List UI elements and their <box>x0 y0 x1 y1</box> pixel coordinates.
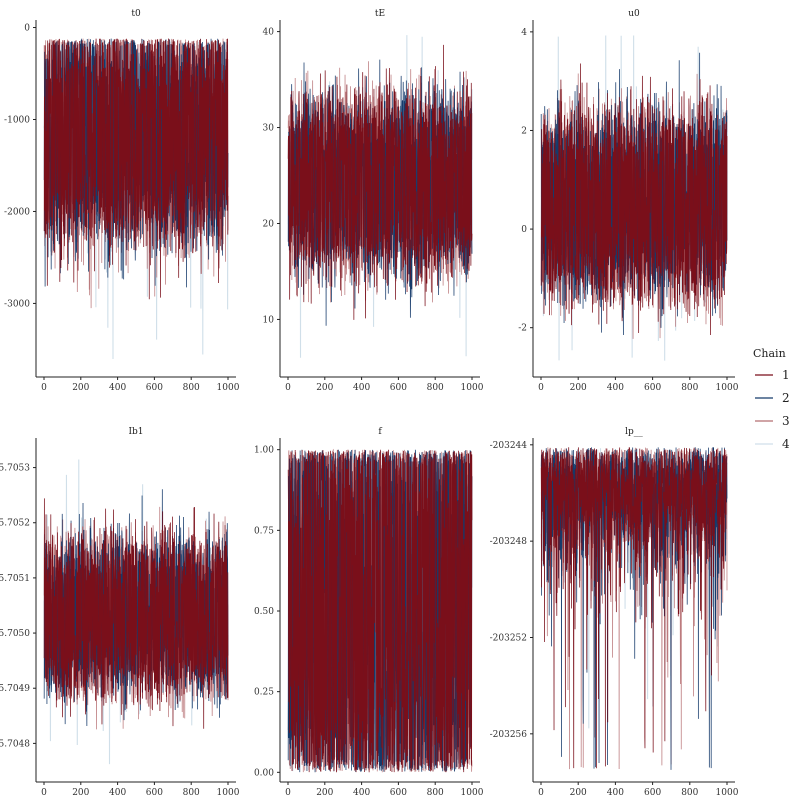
x-tick-label: 400 <box>607 788 624 798</box>
y-tick-label: -2 <box>518 324 527 334</box>
y-tick-label: 10 <box>263 315 275 325</box>
y-tick-label: -203244 <box>490 441 528 451</box>
legend-item-chain-4: 4 <box>755 437 790 451</box>
panel-1: tE 0 200 400 600 800 1000 10 20 30 40 <box>263 9 484 393</box>
x-tick-label: 1000 <box>716 383 739 393</box>
legend: Chain 1 2 3 4 <box>753 347 790 451</box>
x-tick-label: 200 <box>316 383 333 393</box>
legend-items: 1 2 3 4 <box>755 368 790 451</box>
y-tick-label: 15.7049 <box>0 684 30 694</box>
x-tick-label: 0 <box>285 383 291 393</box>
legend-item-chain-1: 1 <box>755 368 790 382</box>
x-tick-label: 800 <box>183 383 200 393</box>
legend-label: 4 <box>782 437 790 451</box>
x-tick-label: 200 <box>316 788 333 798</box>
panel-title: tE <box>375 9 385 19</box>
x-tick-label: 600 <box>644 788 661 798</box>
x-tick-label: 1000 <box>461 788 484 798</box>
panel-2: u0 0 200 400 600 800 1000 -2 0 2 4 <box>518 9 739 393</box>
panel-title: lp__ <box>625 427 643 437</box>
trace-chain-1 <box>540 63 728 336</box>
trace-chain-1 <box>43 38 229 300</box>
y-tick-label: -203252 <box>490 633 527 643</box>
y-tick-label: 0.50 <box>254 607 274 617</box>
x-tick-label: 800 <box>427 383 444 393</box>
x-tick-label: 200 <box>72 383 89 393</box>
x-tick-label: 800 <box>427 788 444 798</box>
x-tick-label: 1000 <box>217 788 240 798</box>
legend-item-chain-2: 2 <box>755 391 790 405</box>
x-tick-label: 0 <box>538 788 544 798</box>
x-tick-label: 0 <box>285 788 291 798</box>
legend-label: 2 <box>782 391 790 405</box>
x-tick-label: 600 <box>146 788 163 798</box>
x-tick-label: 800 <box>183 788 200 798</box>
y-tick-label: 30 <box>263 124 275 134</box>
y-tick-label: -1000 <box>4 115 30 125</box>
x-tick-label: 0 <box>41 383 47 393</box>
y-tick-label: 1.00 <box>254 446 274 456</box>
x-tick-label: 200 <box>570 383 587 393</box>
trace-chain-1 <box>287 449 473 773</box>
y-tick-label: 4 <box>521 28 527 38</box>
x-tick-label: 200 <box>72 788 89 798</box>
trace-chain-1 <box>43 498 229 729</box>
panel-4: f 0 200 400 600 800 1000 0.00 0.25 0.50 0.75 1.00 <box>254 427 484 798</box>
x-tick-label: 600 <box>146 383 163 393</box>
x-tick-label: 400 <box>353 383 370 393</box>
panel-title: u0 <box>628 9 640 19</box>
y-tick-label: -203256 <box>490 730 528 740</box>
panel-title: Ib1 <box>128 427 143 437</box>
panel-title: f <box>378 427 382 437</box>
panel-3: Ib1 0 200 400 600 800 1000 15.7048 15.7049 15.705… <box>0 427 240 798</box>
x-tick-label: 800 <box>681 383 698 393</box>
x-tick-label: 400 <box>353 788 370 798</box>
x-tick-label: 400 <box>109 788 126 798</box>
x-tick-label: 600 <box>390 788 407 798</box>
y-tick-label: 0 <box>24 24 30 34</box>
legend-label: 1 <box>782 368 790 382</box>
x-tick-label: 1000 <box>716 788 739 798</box>
legend-item-chain-3: 3 <box>755 414 790 428</box>
x-tick-label: 600 <box>644 383 661 393</box>
y-tick-label: 2 <box>521 126 527 136</box>
trace-chain-1 <box>287 44 473 320</box>
panel-5: lp__ 0 200 400 600 800 1000 -203244 -203248 -2032… <box>490 427 739 798</box>
x-tick-label: 800 <box>681 788 698 798</box>
x-tick-label: 1000 <box>217 383 240 393</box>
x-tick-label: 200 <box>570 788 587 798</box>
y-tick-label: 15.7051 <box>0 574 30 584</box>
y-tick-label: -2000 <box>4 207 30 217</box>
y-tick-label: 20 <box>263 219 275 229</box>
y-tick-label: 15.7048 <box>0 739 30 749</box>
trace-chain-1 <box>540 447 728 769</box>
y-tick-label: 0 <box>521 225 527 235</box>
y-tick-label: 40 <box>263 28 275 38</box>
y-tick-label: 15.7050 <box>0 629 30 639</box>
x-tick-label: 400 <box>109 383 126 393</box>
y-tick-label: -203248 <box>490 537 528 547</box>
legend-label: 3 <box>782 414 790 428</box>
panel-0: t0 0 200 400 600 800 1000 0 -1000 -2000 -3000 <box>4 9 240 393</box>
x-tick-label: 400 <box>607 383 624 393</box>
x-tick-label: 0 <box>41 788 47 798</box>
y-tick-label: 0.00 <box>254 768 274 778</box>
legend-title: Chain <box>753 347 786 360</box>
y-tick-label: 15.7053 <box>0 464 30 474</box>
y-tick-label: 0.75 <box>254 526 274 536</box>
x-tick-label: 1000 <box>461 383 484 393</box>
x-tick-label: 0 <box>538 383 544 393</box>
panel-title: t0 <box>131 9 141 19</box>
x-tick-label: 600 <box>390 383 407 393</box>
y-tick-label: 15.7052 <box>0 519 30 529</box>
y-tick-label: 0.25 <box>254 688 274 698</box>
y-tick-label: -3000 <box>4 299 30 309</box>
